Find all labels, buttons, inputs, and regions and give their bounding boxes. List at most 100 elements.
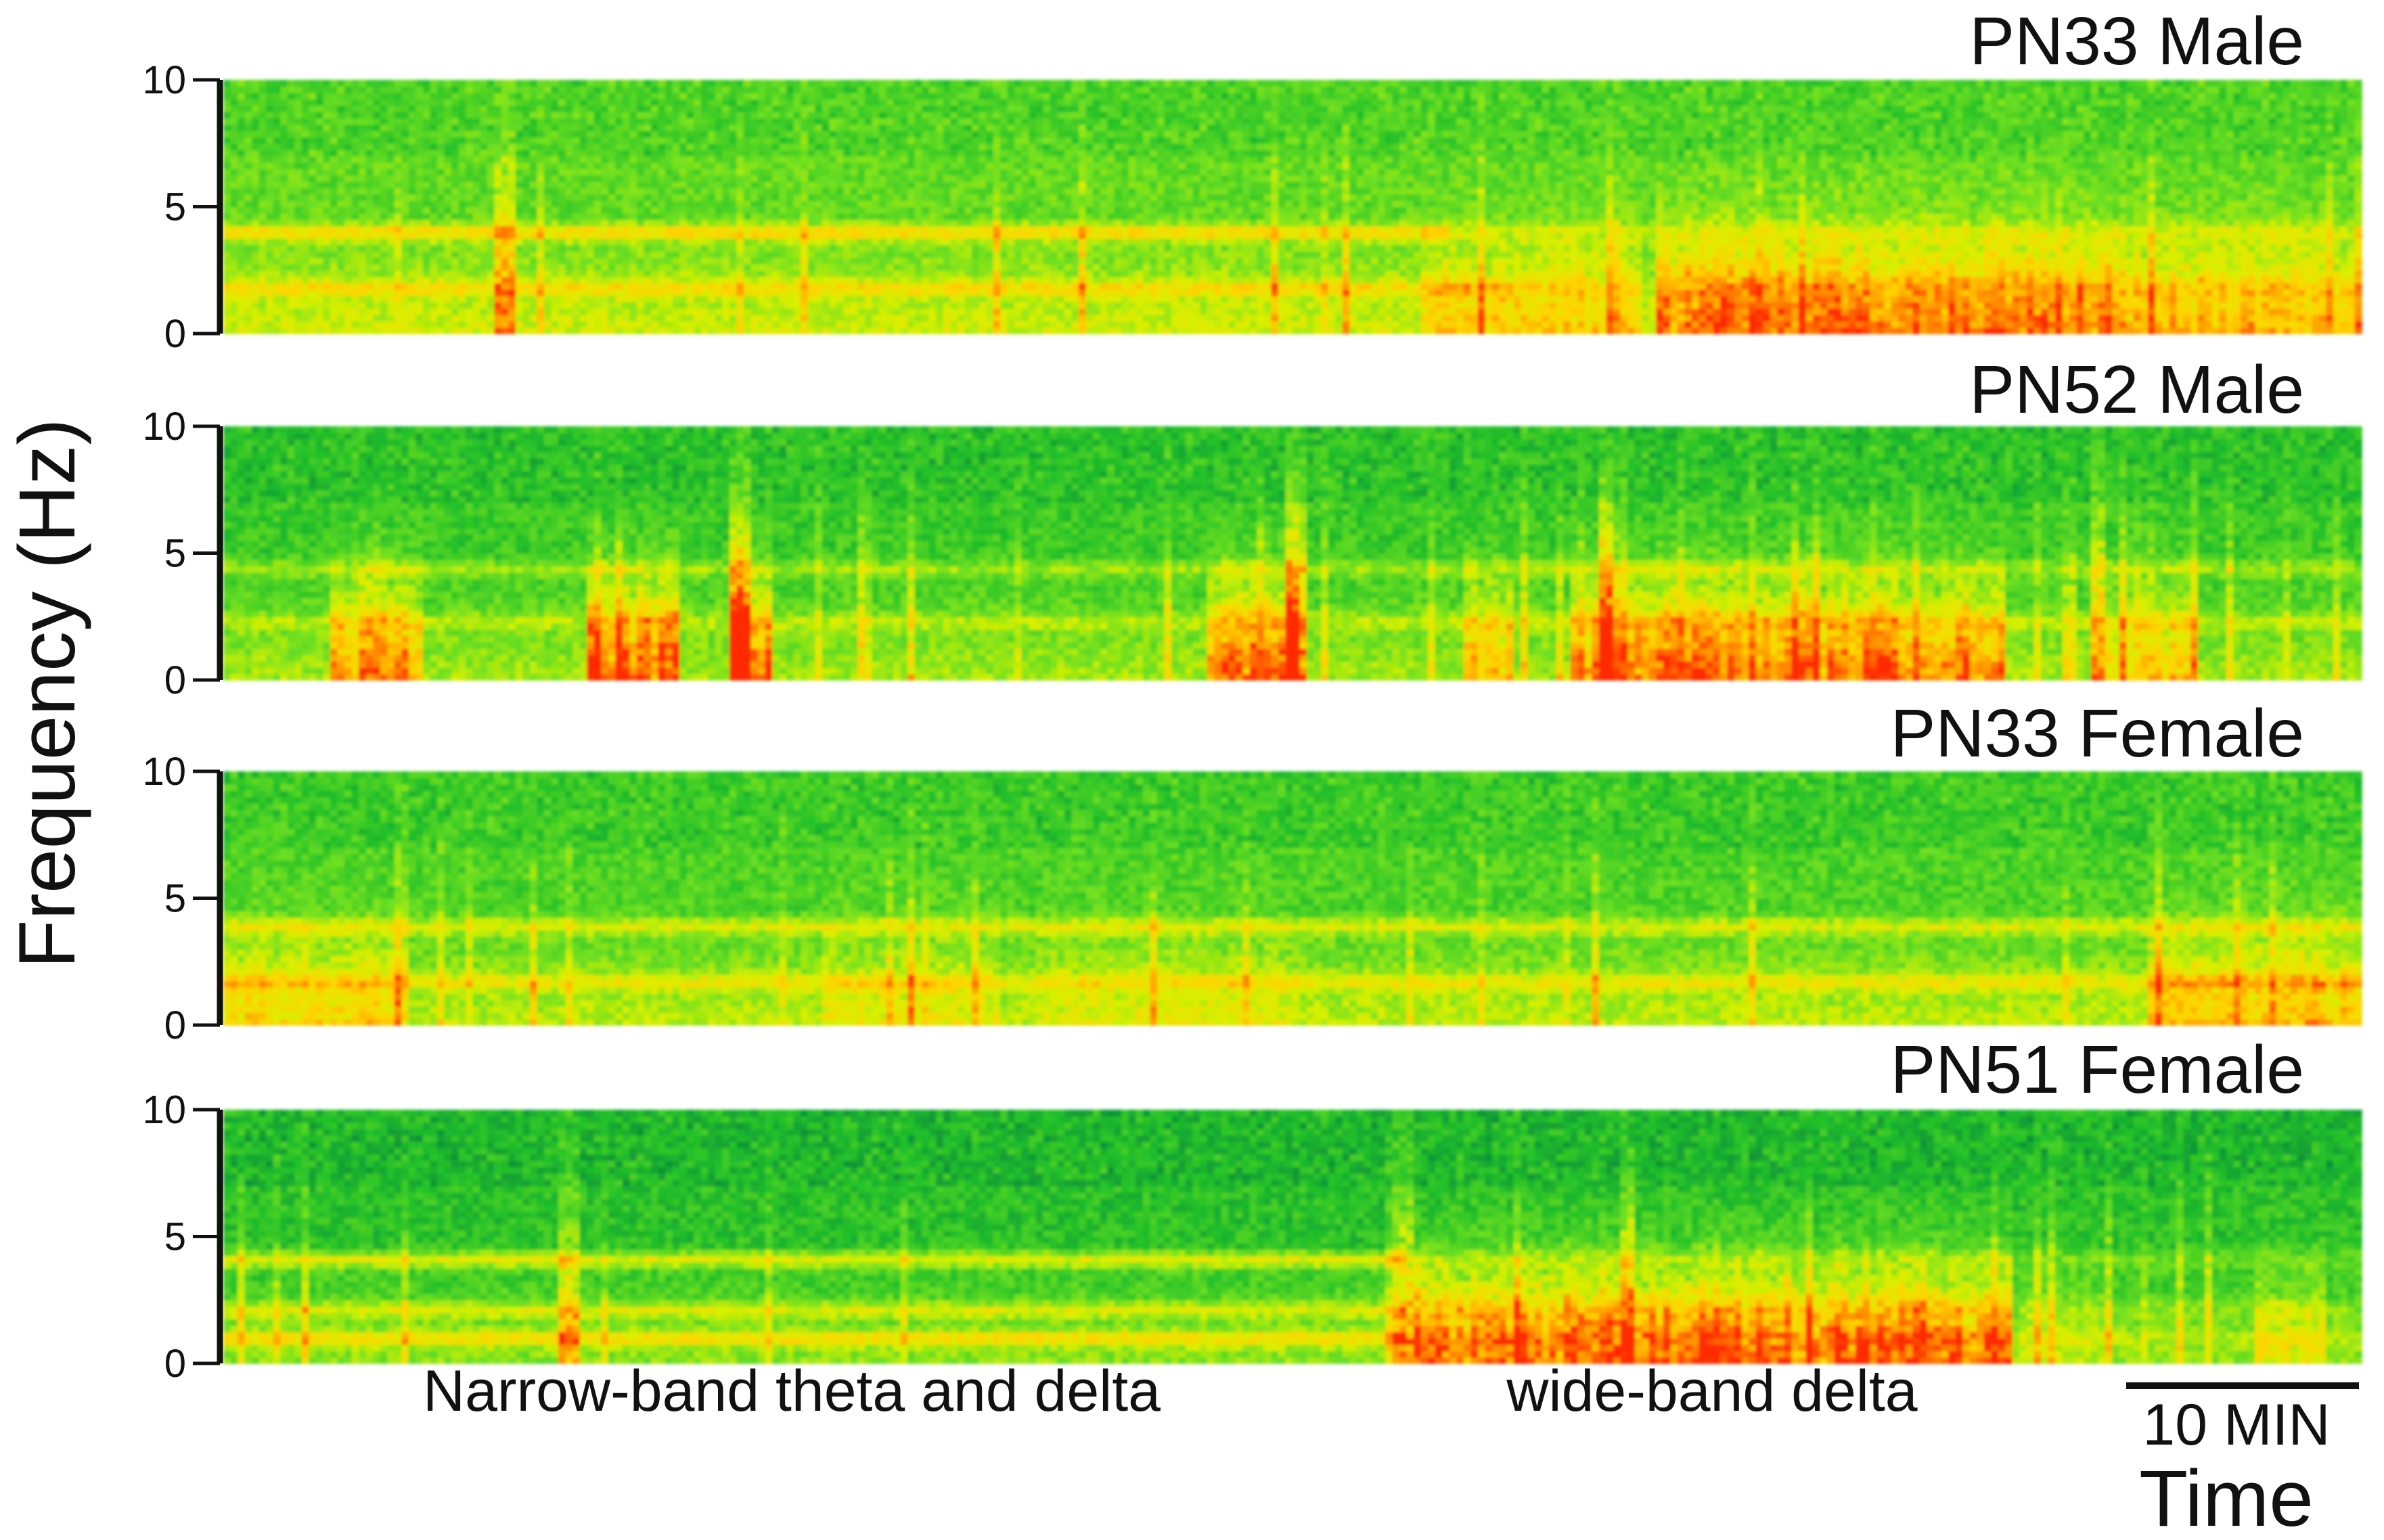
- spectrogram-cell: [309, 226, 316, 233]
- spectrogram-cell: [430, 175, 437, 182]
- spectrogram-cell: [516, 137, 523, 143]
- spectrogram-cell: [401, 327, 409, 334]
- spectrogram-cell: [338, 181, 345, 188]
- spectrogram-cell: [252, 181, 259, 188]
- spectrogram-cell: [273, 143, 281, 150]
- spectrogram-cell: [430, 232, 437, 239]
- spectrogram-cell: [494, 321, 501, 327]
- spectrogram-cell: [252, 302, 259, 309]
- spectrogram-cell: [359, 264, 366, 271]
- spectrogram-cell: [238, 283, 245, 290]
- spectrogram-cell: [280, 175, 288, 182]
- spectrogram-cell: [516, 187, 523, 194]
- spectrogram-cell: [323, 289, 330, 296]
- spectrogram-cell: [423, 112, 430, 118]
- spectrogram-cell: [266, 194, 273, 201]
- spectrogram-cell: [423, 219, 430, 226]
- spectrogram-cell: [466, 137, 473, 143]
- spectrogram-cell: [259, 238, 267, 245]
- spectrogram-cell: [231, 162, 238, 169]
- spectrogram-cell: [423, 181, 430, 188]
- spectrogram-cell: [338, 150, 345, 156]
- spectrogram-cell: [459, 321, 466, 327]
- spectrogram-cell: [238, 181, 245, 188]
- spectrogram-cell: [480, 327, 487, 334]
- spectrogram-cell: [409, 315, 416, 321]
- spectrogram-cell: [473, 80, 480, 87]
- spectrogram-cell: [459, 270, 466, 277]
- spectrogram-cell: [245, 245, 252, 252]
- spectrogram-cell: [280, 143, 288, 150]
- spectrogram-cell: [338, 321, 345, 327]
- spectrogram-cell: [245, 99, 252, 106]
- spectrogram-cell: [401, 80, 409, 87]
- spectrogram-cell: [344, 219, 352, 226]
- spectrogram-cell: [266, 302, 273, 309]
- spectrogram-cell: [445, 264, 452, 271]
- spectrogram-cell: [338, 137, 345, 143]
- spectrogram-cell: [323, 124, 330, 131]
- spectrogram-cell: [508, 200, 516, 207]
- spectrogram-cell: [430, 289, 437, 296]
- spectrogram-cell: [522, 327, 530, 334]
- spectrogram-cell: [508, 327, 516, 334]
- spectrogram-cell: [508, 168, 516, 175]
- spectrogram-cell: [238, 162, 245, 169]
- spectrogram-cell: [366, 131, 374, 137]
- spectrogram-cell: [508, 283, 516, 290]
- spectrogram-cell: [280, 112, 288, 118]
- spectrogram-cell: [273, 251, 281, 258]
- spectrogram-cell: [352, 156, 359, 163]
- spectrogram-cell: [245, 131, 252, 137]
- spectrogram-cell: [309, 106, 316, 112]
- spectrogram-cell: [273, 106, 281, 112]
- spectrogram-cell: [238, 327, 245, 334]
- spectrogram-cell: [445, 321, 452, 327]
- spectrogram-cell: [409, 309, 416, 315]
- spectrogram-cell: [231, 219, 238, 226]
- spectrogram-cell: [338, 226, 345, 233]
- spectrogram-cell: [516, 232, 523, 239]
- spectrogram-cell: [280, 181, 288, 188]
- spectrogram-cell: [451, 321, 459, 327]
- spectrogram-cell: [395, 219, 402, 226]
- spectrogram-cell: [366, 289, 374, 296]
- spectrogram-cell: [338, 238, 345, 245]
- spectrogram-cell: [409, 219, 416, 226]
- spectrogram-cell: [245, 251, 252, 258]
- spectrogram-cell: [323, 258, 330, 265]
- spectrogram-cell: [451, 99, 459, 106]
- spectrogram-cell: [487, 302, 495, 309]
- spectrogram-cell: [294, 106, 302, 112]
- spectrogram-cell: [231, 238, 238, 245]
- spectrogram-cell: [409, 251, 416, 258]
- spectrogram-cell: [316, 80, 323, 87]
- spectrogram-cell: [288, 118, 295, 124]
- spectrogram-cell: [451, 309, 459, 315]
- spectrogram-cell: [231, 175, 238, 182]
- spectrogram-cell: [231, 258, 238, 265]
- spectrogram-cell: [330, 270, 338, 277]
- spectrogram-cell: [501, 245, 509, 252]
- spectrogram-cell: [330, 194, 338, 201]
- spectrogram-cell: [487, 131, 495, 137]
- spectrogram-cell: [280, 156, 288, 163]
- spectrogram-cell: [294, 80, 302, 87]
- spectrogram-cell: [445, 181, 452, 188]
- spectrogram-cell: [430, 99, 437, 106]
- spectrogram-cell: [223, 321, 231, 327]
- spectrogram-cell: [516, 80, 523, 87]
- spectrogram-cell: [373, 245, 380, 252]
- spectrogram-cell: [401, 86, 409, 93]
- spectrogram-cell: [494, 137, 501, 143]
- spectrogram-cell: [516, 150, 523, 156]
- spectrogram-cell: [380, 175, 388, 182]
- spectrogram-cell: [373, 200, 380, 207]
- spectrogram-cell: [437, 251, 445, 258]
- spectrogram-cell: [373, 112, 380, 118]
- spectrogram-cell: [223, 277, 231, 284]
- spectrogram-cell: [501, 327, 509, 334]
- spectrogram-cell: [415, 226, 423, 233]
- spectrogram-cell: [316, 106, 323, 112]
- spectrogram-cell: [366, 315, 374, 321]
